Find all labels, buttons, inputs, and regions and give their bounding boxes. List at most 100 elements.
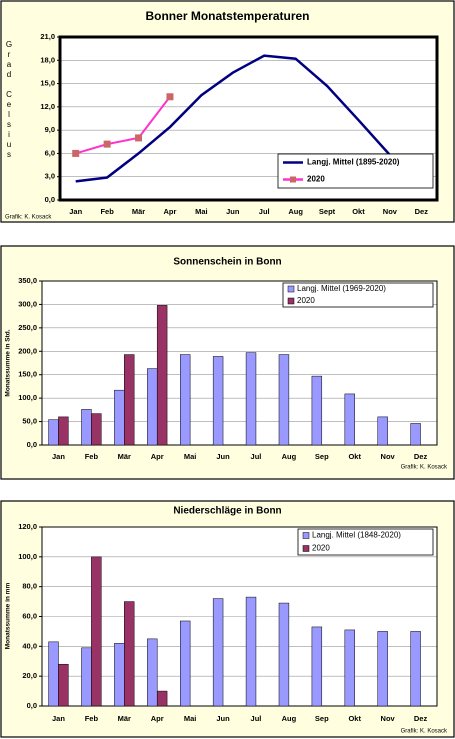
y-tick-label: 18,0 <box>40 55 55 64</box>
bar <box>91 556 102 707</box>
legend-swatch <box>287 285 295 293</box>
y-tick-label: 21,0 <box>40 32 55 41</box>
note: Grafik: K. Kosack <box>5 215 52 221</box>
legend-swatch <box>302 532 310 539</box>
x-tick-label: Sep <box>315 714 329 723</box>
x-tick-label: Nov <box>383 207 398 216</box>
x-tick-label: Jan <box>52 714 65 723</box>
legend-swatch <box>302 545 310 552</box>
y-tick-label: 6,0 <box>45 148 55 157</box>
bar <box>245 352 257 446</box>
x-tick-label: Jan <box>52 452 65 461</box>
y-tick-label: 15,0 <box>40 79 55 88</box>
legend-label: 2020 <box>297 296 315 305</box>
point <box>166 93 174 101</box>
x-tick-label: Jul <box>251 452 262 461</box>
y-tick-label: 100,0 <box>18 393 37 402</box>
bar <box>114 643 125 707</box>
bar <box>114 389 125 446</box>
bar <box>48 641 59 707</box>
bar <box>410 423 421 446</box>
point <box>135 134 143 142</box>
x-tick-label: Aug <box>288 207 303 216</box>
legend-box <box>277 153 434 189</box>
y-tick-label: 20,0 <box>22 671 37 680</box>
x-tick-label: Jul <box>259 207 270 216</box>
bar <box>344 393 355 446</box>
bar <box>377 416 388 446</box>
y-tick-label: 9,0 <box>45 125 55 134</box>
x-tick-label: Okt <box>352 207 365 216</box>
chart-title: Sonnenschein in Bonn <box>173 257 281 268</box>
plot-area <box>42 281 437 445</box>
x-tick-label: Aug <box>282 714 297 723</box>
bar <box>81 409 92 446</box>
x-tick-label: Jul <box>251 714 262 723</box>
x-tick-label: Jun <box>216 452 230 461</box>
y-tick-label: 60,0 <box>22 611 37 620</box>
y-tick-label: 40,0 <box>22 641 37 650</box>
point <box>72 149 80 157</box>
bar <box>278 602 290 707</box>
y-tick-label: 120,0 <box>18 522 37 531</box>
legend-swatch <box>287 297 295 305</box>
bar <box>212 598 224 707</box>
y-tick-label: 0,0 <box>27 440 37 449</box>
bar <box>410 631 421 707</box>
x-tick-label: Nov <box>381 452 396 461</box>
bar <box>212 356 224 446</box>
legend-label: Langj. Mittel (1848-2020) <box>312 531 401 540</box>
legend-box <box>282 282 434 308</box>
y-tick-label: 350,0 <box>18 276 37 285</box>
plot-border <box>41 280 438 446</box>
bar <box>245 596 257 707</box>
bar <box>58 416 69 446</box>
y-tick-label: 250,0 <box>18 323 37 332</box>
x-tick-label: Sept <box>319 207 336 216</box>
x-tick-label: Apr <box>151 714 164 723</box>
bar <box>81 647 92 707</box>
x-tick-label: Mai <box>184 452 197 461</box>
bar <box>311 626 323 707</box>
x-tick-label: Okt <box>348 714 361 723</box>
bar <box>156 305 168 446</box>
legend-label: Langj. Mittel (1969-2020) <box>297 284 386 293</box>
x-tick-label: Sep <box>315 452 329 461</box>
line <box>75 54 422 183</box>
x-tick-label: Feb <box>85 714 99 723</box>
y-tick-label: 50,0 <box>22 417 37 426</box>
y-axis-label: Monatssumme in Std. <box>5 329 12 396</box>
bar <box>377 631 388 707</box>
bar <box>124 601 135 707</box>
bar <box>58 663 69 707</box>
note: Grafik: K. Kosack <box>401 729 448 735</box>
legend-label: Langj. Mittel (1895-2020) <box>307 158 400 167</box>
x-tick-label: Mär <box>118 452 131 461</box>
x-tick-label: Dez <box>415 207 429 216</box>
bar <box>344 629 355 707</box>
bar <box>156 690 168 707</box>
bar <box>91 413 102 446</box>
legend-label: 2020 <box>312 544 330 553</box>
y-tick-label: 0,0 <box>27 701 37 710</box>
point <box>103 140 111 148</box>
y-tick-label: 3,0 <box>45 172 55 181</box>
x-tick-label: Mär <box>132 207 145 216</box>
y-tick-label: 12,0 <box>40 102 55 111</box>
x-tick-label: Jan <box>69 207 82 216</box>
x-tick-label: Apr <box>151 452 164 461</box>
bar <box>180 620 191 707</box>
y-tick-label: 80,0 <box>22 582 37 591</box>
x-tick-label: Aug <box>282 452 297 461</box>
x-tick-label: Mai <box>195 207 208 216</box>
note: Grafik: K. Kosack <box>401 465 448 471</box>
y-tick-label: 300,0 <box>18 299 37 308</box>
plot-border <box>58 35 439 202</box>
x-tick-label: Dez <box>414 714 428 723</box>
y-tick-label: 150,0 <box>18 370 37 379</box>
y-tick-label: 100,0 <box>18 552 37 561</box>
x-tick-label: Jun <box>216 714 230 723</box>
bar <box>147 638 158 707</box>
x-tick-label: Jun <box>226 207 240 216</box>
